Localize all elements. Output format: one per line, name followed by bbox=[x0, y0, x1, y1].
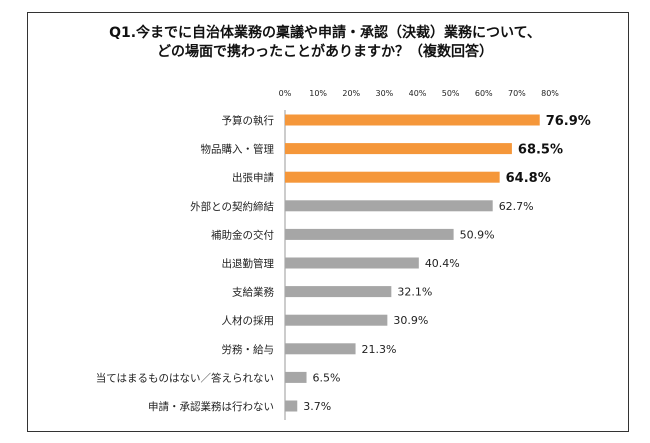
bar bbox=[285, 257, 419, 269]
category-label: 予算の執行 bbox=[222, 114, 275, 127]
data-label: 40.4% bbox=[425, 257, 460, 270]
bar bbox=[285, 143, 512, 155]
category-label: 出退勤管理 bbox=[222, 257, 275, 270]
x-tick-label: 60% bbox=[475, 89, 493, 98]
category-label: 申請・承認業務は行わない bbox=[148, 400, 274, 413]
data-label: 76.9% bbox=[546, 114, 591, 129]
category-label: 物品購入・管理 bbox=[201, 143, 275, 156]
x-tick-label: 70% bbox=[508, 89, 526, 98]
data-label: 62.7% bbox=[499, 200, 534, 213]
data-label: 6.5% bbox=[313, 371, 341, 384]
chart-title-line-1: Q1.今までに自治体業務の稟議や申請・承認（決裁）業務について、 bbox=[109, 25, 541, 41]
bar bbox=[285, 228, 454, 240]
data-label: 3.7% bbox=[303, 400, 331, 413]
x-tick-label: 40% bbox=[409, 89, 427, 98]
bar bbox=[285, 371, 307, 383]
x-tick-label: 30% bbox=[375, 89, 393, 98]
bar bbox=[285, 314, 388, 326]
category-label: 補助金の交付 bbox=[211, 228, 274, 241]
bar bbox=[285, 114, 540, 126]
x-tick-label: 50% bbox=[442, 89, 460, 98]
bar bbox=[285, 171, 500, 183]
category-label: 外部との契約締結 bbox=[190, 200, 274, 213]
x-tick-label: 0% bbox=[279, 89, 292, 98]
data-label: 32.1% bbox=[397, 286, 432, 299]
data-label: 50.9% bbox=[460, 228, 495, 241]
x-tick-label: 20% bbox=[342, 89, 360, 98]
chart-title: Q1.今までに自治体業務の稟議や申請・承認（決裁）業務について、 どの場面で携わ… bbox=[0, 24, 650, 62]
data-label: 21.3% bbox=[362, 343, 397, 356]
category-label: 人材の採用 bbox=[222, 314, 275, 327]
bar bbox=[285, 286, 392, 298]
category-label: 支給業務 bbox=[232, 286, 274, 299]
category-label: 当てはまるものはない／答えられない bbox=[96, 371, 274, 384]
bar bbox=[285, 400, 298, 412]
bar bbox=[285, 343, 356, 355]
bar bbox=[285, 200, 493, 212]
category-label: 労務・給与 bbox=[222, 343, 275, 356]
data-label: 64.8% bbox=[506, 171, 551, 186]
chart-title-line-2: どの場面で携わったことがありますか？（複数回答） bbox=[157, 44, 493, 60]
x-tick-label: 80% bbox=[541, 89, 559, 98]
data-label: 68.5% bbox=[518, 143, 563, 158]
data-label: 30.9% bbox=[393, 314, 428, 327]
x-tick-label: 10% bbox=[309, 89, 327, 98]
chart-frame bbox=[27, 12, 629, 432]
category-label: 出張申請 bbox=[232, 171, 274, 184]
